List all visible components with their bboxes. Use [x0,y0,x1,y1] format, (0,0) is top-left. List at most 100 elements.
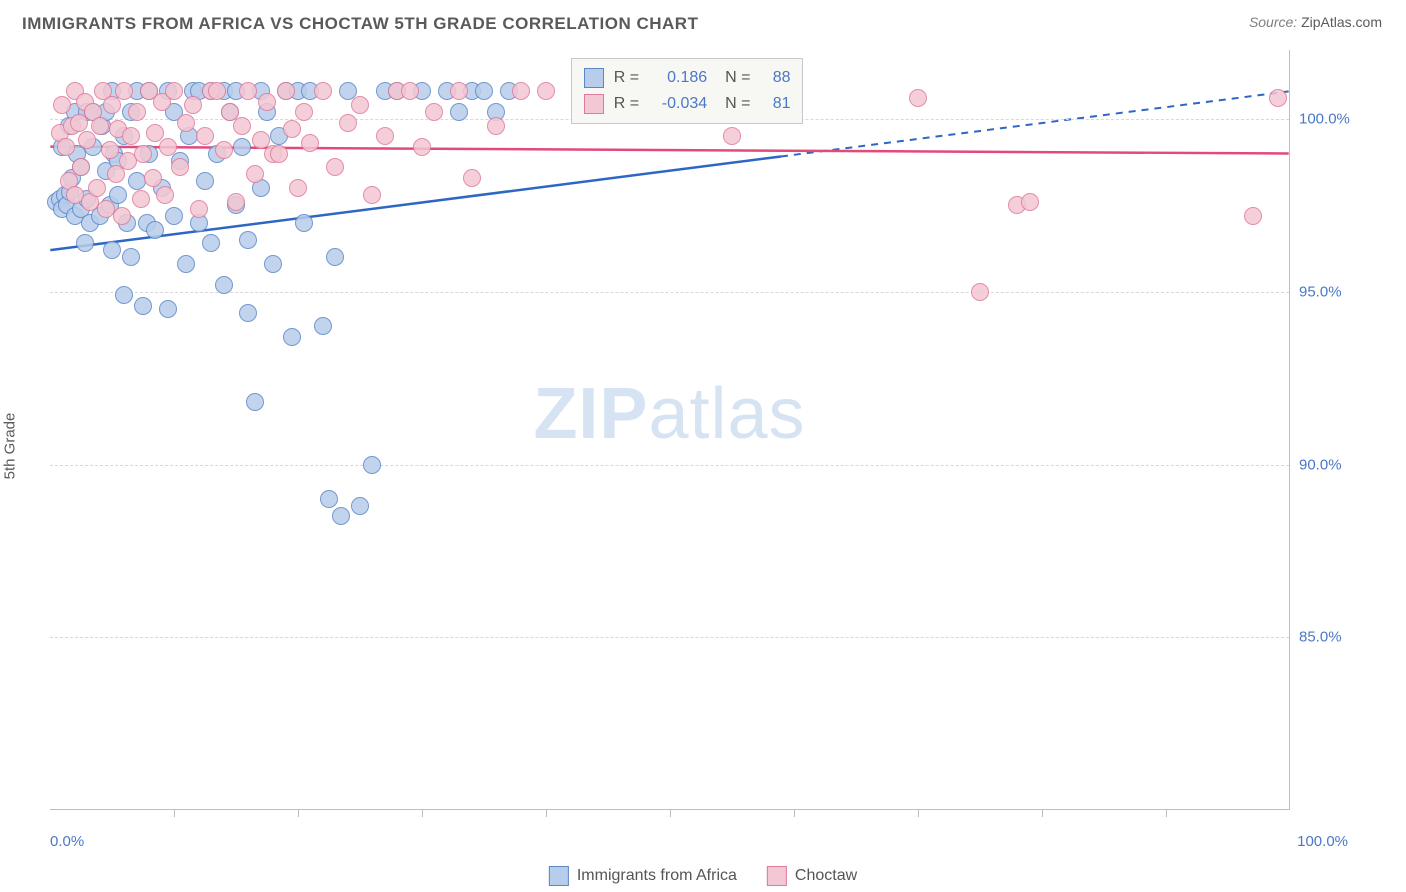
data-point [239,304,257,322]
data-point [475,82,493,100]
data-point [239,231,257,249]
data-point [103,241,121,259]
data-point [301,134,319,152]
data-point [115,82,133,100]
stat-N-value: 88 [760,69,790,87]
source-label: Source: [1249,14,1297,30]
data-point [723,127,741,145]
data-point [413,138,431,156]
data-point [88,179,106,197]
data-point [339,114,357,132]
data-point [146,221,164,239]
data-point [258,93,276,111]
data-point [401,82,419,100]
data-point [113,207,131,225]
stat-R-label: R = [614,95,639,113]
data-point [159,300,177,318]
data-point [537,82,555,100]
data-point [363,456,381,474]
legend-swatch [584,94,604,114]
x-tick-mark [174,809,175,817]
x-tick-mark [1042,809,1043,817]
data-point [134,145,152,163]
y-axis-label: 5th Grade [2,413,19,480]
y-tick-label: 85.0% [1299,629,1379,646]
data-point [57,138,75,156]
data-point [512,82,530,100]
bottom-legend-label: Choctaw [795,867,857,885]
data-point [107,165,125,183]
data-point [202,234,220,252]
data-point [295,103,313,121]
data-point [351,497,369,515]
data-point [159,138,177,156]
data-point [314,317,332,335]
data-point [351,96,369,114]
watermark: ZIPatlas [533,373,805,455]
stats-legend-row: R = -0.034 N = 81 [584,91,791,117]
data-point [156,186,174,204]
stat-N-label: N = [725,95,750,113]
x-tick-mark [298,809,299,817]
data-point [320,490,338,508]
data-point [177,114,195,132]
y-tick-label: 100.0% [1299,111,1379,128]
data-point [277,82,295,100]
trend-lines-layer [50,50,1289,809]
data-point [283,328,301,346]
data-point [246,165,264,183]
data-point [909,89,927,107]
data-point [78,131,96,149]
data-point [233,138,251,156]
x-tick-mark [794,809,795,817]
data-point [227,193,245,211]
chart-title: IMMIGRANTS FROM AFRICA VS CHOCTAW 5TH GR… [22,14,698,34]
x-tick-mark [918,809,919,817]
legend-swatch [767,866,787,886]
y-tick-label: 95.0% [1299,283,1379,300]
data-point [165,82,183,100]
data-point [239,82,257,100]
stat-R-label: R = [614,69,639,87]
stats-legend-row: R =0.186N =88 [584,65,791,91]
bottom-legend-item: Choctaw [767,866,857,886]
data-point [208,82,226,100]
data-point [103,96,121,114]
data-point [314,82,332,100]
data-point [190,200,208,218]
bottom-legend: Immigrants from Africa Choctaw [549,866,857,886]
data-point [450,103,468,121]
legend-swatch [584,68,604,88]
data-point [283,120,301,138]
stat-N-label: N = [725,69,750,87]
stat-R-value: -0.034 [649,95,707,113]
data-point [76,234,94,252]
data-point [270,145,288,163]
data-point [450,82,468,100]
stat-N-value: 81 [760,95,790,113]
data-point [171,158,189,176]
data-point [132,190,150,208]
data-point [128,103,146,121]
data-point [326,158,344,176]
data-point [332,507,350,525]
data-point [233,117,251,135]
stats-legend: R =0.186N =88R =-0.034N =81 [571,58,804,124]
data-point [177,255,195,273]
gridline [50,637,1289,638]
data-point [215,276,233,294]
data-point [165,207,183,225]
bottom-legend-label: Immigrants from Africa [577,867,737,885]
data-point [128,172,146,190]
x-tick-mark [546,809,547,817]
data-point [326,248,344,266]
data-point [425,103,443,121]
watermark-rest: atlas [648,374,805,454]
data-point [196,172,214,190]
x-tick-label-min: 0.0% [50,833,84,850]
gridline [50,292,1289,293]
data-point [1244,207,1262,225]
plot-area: ZIPatlas 85.0%90.0%95.0%100.0% [50,50,1290,810]
x-tick-label-max: 100.0% [1297,833,1348,850]
x-tick-mark [670,809,671,817]
